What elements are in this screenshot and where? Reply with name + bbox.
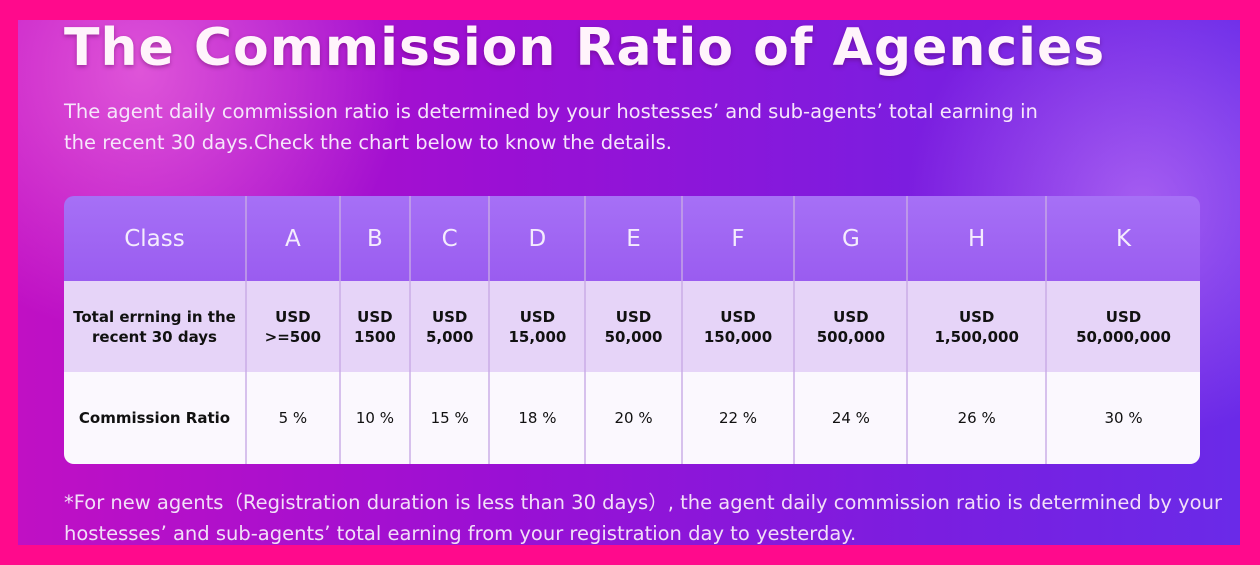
ratio-cell: 10 % [338,372,410,464]
class-header-cell: F [680,196,795,281]
earning-row: Total errning in the recent 30 days USD >… [64,281,1200,372]
ratio-cell: 20 % [584,372,682,464]
earning-cell: USD 50,000 [584,281,682,372]
currency-label: USD [431,307,468,326]
earning-cell: USD 500,000 [793,281,908,372]
earning-value: 1500 [354,327,396,346]
footnote: *For new agents（Registration duration is… [64,491,1222,545]
earning-value: 5,000 [425,327,474,346]
currency-label: USD [720,307,756,326]
earning-cell: USD 150,000 [680,281,795,372]
earning-value: 1,500,000 [934,327,1019,346]
page-title: The Commission Ratio of Agencies [64,20,1106,78]
ratio-cell: 5 % [245,372,340,464]
class-header-cell: E [584,196,682,281]
earning-cell: USD 50,000,000 [1045,281,1200,372]
class-header-cell: A [245,196,340,281]
class-header-cell: C [408,196,490,281]
class-header-cell: B [338,196,410,281]
currency-label: USD [958,307,995,326]
currency-label: USD [357,307,393,326]
ratio-cell: 18 % [488,372,586,464]
earning-value: 15,000 [508,327,567,346]
earning-value: 500,000 [816,327,886,346]
earning-value: 50,000 [604,327,663,346]
currency-label: USD [275,307,311,326]
commission-panel: The Commission Ratio of Agencies The age… [18,20,1240,545]
class-header-cell: H [906,196,1047,281]
earning-cell: USD 1,500,000 [906,281,1047,372]
earning-cell: USD >=500 [245,281,340,372]
earning-value: 150,000 [703,327,773,346]
currency-label: USD [833,307,869,326]
class-header-cell: D [488,196,586,281]
ratio-cell: 24 % [793,372,908,464]
earning-cell: USD 5,000 [408,281,490,372]
ratio-cell: 22 % [680,372,795,464]
ratio-cell: 15 % [408,372,490,464]
ratio-row: Commission Ratio 5 % 10 % 15 % 18 % 20 % 22 %… [64,372,1200,464]
ratio-cell: 26 % [906,372,1047,464]
class-header-cell: G [793,196,908,281]
currency-label: USD [519,307,556,326]
currency-label: USD [615,307,652,326]
ratio-row-label: Commission Ratio [64,372,246,464]
class-header-cell: K [1045,196,1200,281]
class-header-label: Class [64,196,246,281]
earning-row-label: Total errning in the recent 30 days [64,281,246,372]
ratio-cell: 30 % [1045,372,1200,464]
earning-value: >=500 [264,327,322,346]
earning-cell: USD 1500 [338,281,410,372]
earning-value: 50,000,000 [1076,327,1171,346]
earning-cell: USD 15,000 [488,281,586,372]
subtitle: The agent daily commission ratio is dete… [64,100,1038,154]
currency-label: USD [1105,307,1142,326]
